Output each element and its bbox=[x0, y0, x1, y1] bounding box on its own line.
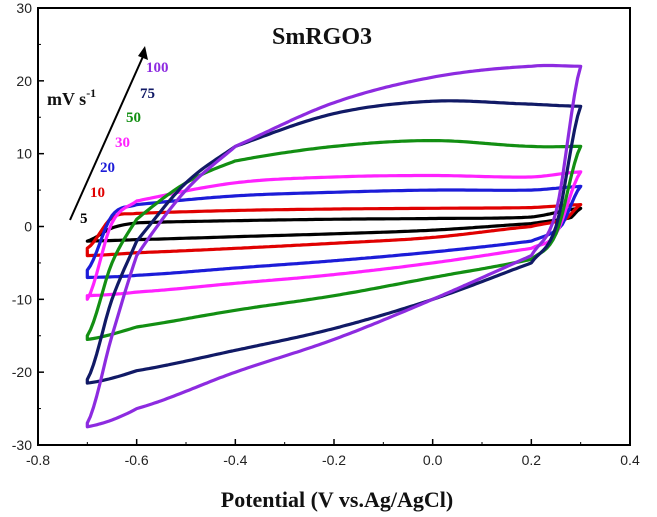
rate-label-20: 20 bbox=[100, 160, 115, 176]
cv-loop-markers bbox=[86, 139, 583, 341]
y-tick-label: 30 bbox=[16, 0, 32, 16]
rate-label-75: 75 bbox=[140, 86, 155, 102]
x-tick-label: 0.2 bbox=[522, 452, 542, 468]
arrow-head-icon bbox=[138, 46, 148, 60]
y-tick-label: -20 bbox=[12, 364, 32, 380]
y-tick-label: -30 bbox=[12, 437, 32, 453]
series-100 bbox=[85, 63, 583, 429]
rate-label-5: 5 bbox=[80, 211, 88, 227]
rate-label-50: 50 bbox=[126, 110, 141, 126]
cv-loop bbox=[85, 63, 583, 429]
cv-loop-markers bbox=[86, 64, 582, 429]
y-tick-label: 0 bbox=[24, 219, 32, 235]
tick-layer: -0.8 -0.6 -0.4 -0.2 0.0 0.2 0.4-30-20-10010203… bbox=[12, 0, 640, 468]
y-tick-label: -10 bbox=[12, 291, 32, 307]
x-tick-label: -0.8 bbox=[26, 452, 50, 468]
x-tick-label: -0.4 bbox=[223, 452, 247, 468]
x-tick-label: -0.6 bbox=[125, 452, 149, 468]
series-50 bbox=[85, 139, 583, 341]
rate-label-100: 100 bbox=[146, 60, 169, 76]
series-10 bbox=[85, 203, 585, 258]
y-tick-label: 20 bbox=[16, 73, 32, 89]
x-tick-label: -0.2 bbox=[322, 452, 346, 468]
y-tick-label: 10 bbox=[16, 146, 32, 162]
chart-title: SmRGO3 bbox=[272, 24, 372, 50]
rate-label-30: 30 bbox=[115, 135, 130, 151]
curve-layer bbox=[85, 63, 585, 429]
series-5 bbox=[85, 206, 585, 243]
series-30 bbox=[85, 170, 583, 301]
cv-loop-markers bbox=[86, 185, 583, 279]
x-axis-title: Potential (V vs.Ag/AgCl) bbox=[221, 487, 453, 512]
series-20 bbox=[85, 184, 583, 280]
unit-label: mV s-1 bbox=[47, 86, 96, 109]
rate-label-10: 10 bbox=[90, 185, 105, 201]
cv-loop-markers bbox=[86, 203, 585, 257]
x-tick-label: 0.4 bbox=[620, 452, 640, 468]
x-tick-label: 0.0 bbox=[423, 452, 443, 468]
cv-loop-markers bbox=[86, 206, 585, 243]
cv-loop-markers bbox=[86, 170, 583, 300]
increase-arrow bbox=[69, 51, 146, 221]
plot-frame bbox=[37, 7, 631, 446]
